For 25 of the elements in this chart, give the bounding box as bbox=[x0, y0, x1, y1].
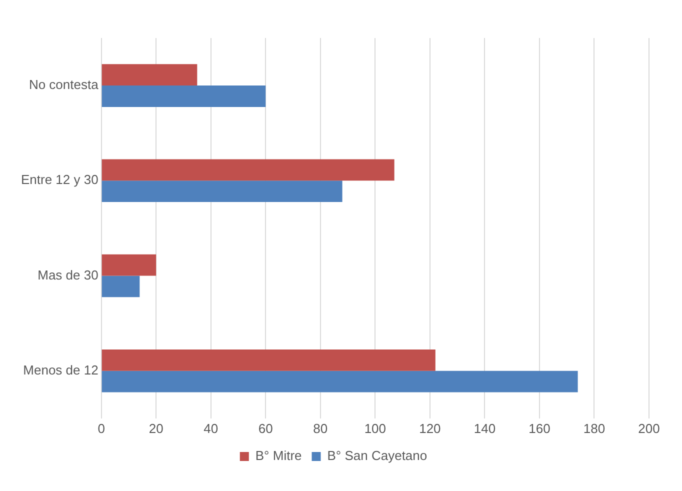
bar bbox=[102, 86, 266, 107]
x-tick-label: 40 bbox=[204, 420, 218, 436]
bar bbox=[102, 276, 140, 298]
y-tick-label: Menos de 12 bbox=[23, 362, 98, 378]
x-tick-label: 200 bbox=[638, 420, 660, 436]
y-tick-label: Entre 12 y 30 bbox=[21, 172, 98, 188]
bar bbox=[102, 180, 342, 202]
bar bbox=[102, 159, 394, 181]
bar bbox=[102, 349, 436, 371]
x-tick-label: 80 bbox=[313, 420, 328, 436]
bar bbox=[102, 370, 578, 392]
legend-label: B° Mitre bbox=[255, 448, 302, 464]
bar bbox=[102, 254, 156, 276]
x-tick-label: 120 bbox=[419, 420, 441, 436]
y-tick-label: No contesta bbox=[28, 77, 100, 92]
x-tick-label: 100 bbox=[364, 420, 386, 436]
y-tick-label: Mas de 30 bbox=[38, 267, 98, 282]
x-tick-label: 20 bbox=[148, 420, 164, 436]
x-tick-label: 140 bbox=[474, 420, 496, 436]
legend-label: B° San Cayetano bbox=[327, 448, 428, 464]
bar bbox=[102, 64, 198, 86]
x-tick-label: 60 bbox=[258, 420, 273, 436]
x-tick-label: 160 bbox=[528, 420, 550, 436]
x-tick-label: 180 bbox=[583, 420, 606, 436]
x-tick-label: 0 bbox=[98, 420, 105, 436]
